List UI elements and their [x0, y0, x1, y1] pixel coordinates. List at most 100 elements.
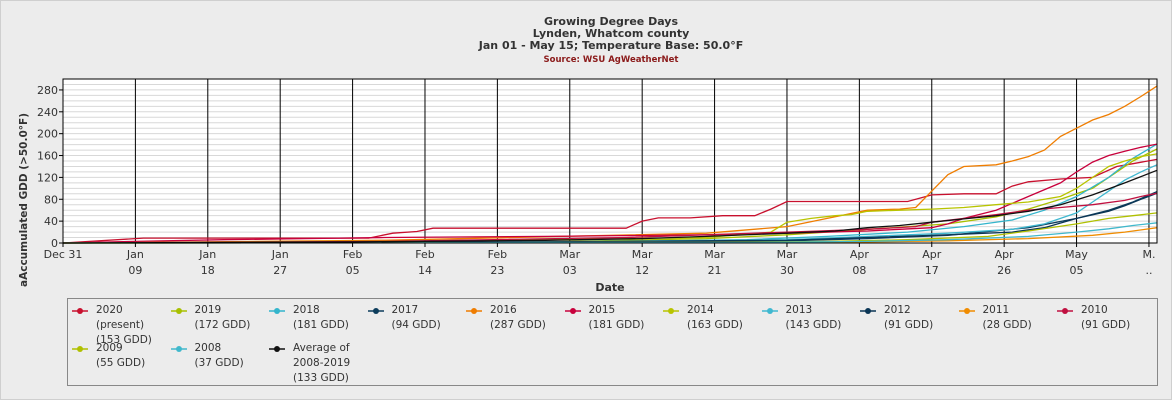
x-tick-label-line2: 26 — [997, 264, 1011, 277]
x-tick-label-line2: 12 — [635, 264, 649, 277]
legend-marker — [367, 308, 384, 314]
line-chart: 0 40 80 120 160 200 240 280 Dec 31 Jan 09 Jan 18 Jan 2… — [18, 78, 1158, 294]
x-tick-label-line2: 03 — [563, 264, 577, 277]
legend-label: 2013 (143 GDD) — [786, 303, 842, 333]
series-line-2019 — [62, 148, 1158, 244]
x-tick-label: Feb — [488, 248, 507, 261]
chart-legend: 2020 (present) (153 GDD) 2019 (172 GDD) 2018 (… — [67, 298, 1158, 386]
y-tick-label: 0 — [51, 237, 58, 250]
x-tick-label-line2: 05 — [346, 264, 360, 277]
legend-label-line: 2012 — [884, 304, 911, 316]
legend-label: 2019 (172 GDD) — [195, 303, 251, 333]
y-tick-label: 160 — [37, 150, 58, 163]
y-tick-label: 120 — [37, 171, 58, 184]
legend-label: 2015 (181 GDD) — [589, 303, 645, 333]
y-tick-label: 40 — [44, 215, 58, 228]
legend-label: 2020 (present) (153 GDD) — [96, 303, 152, 348]
legend-marker — [761, 308, 778, 314]
legend-label: Average of 2008-2019 (133 GDD) — [293, 341, 350, 386]
y-tick-label: 280 — [37, 84, 58, 97]
series-line-2014 — [62, 153, 1158, 244]
x-axis-title: Date — [595, 281, 624, 294]
chart-source: Source: WSU AgWeatherNet — [543, 55, 679, 65]
legend-label-line: (143 GDD) — [785, 319, 842, 331]
legend-marker — [170, 346, 187, 352]
legend-marker — [269, 308, 285, 314]
legend-label-line: (163 GDD) — [687, 319, 743, 331]
x-tick-label-line2: 09 — [128, 264, 142, 277]
legend-label: 2011 (28 GDD) — [983, 303, 1032, 333]
x-tick-label: Jan — [126, 248, 144, 261]
legend-label-line: (181 GDD) — [293, 319, 349, 331]
x-tick-label-line2: .. — [1145, 264, 1152, 277]
x-tick-label: Apr — [922, 248, 942, 261]
x-tick-label-line2: 05 — [1070, 264, 1084, 277]
y-axis-title: aAccumulated GDD (>50.0°F) — [18, 113, 30, 287]
x-tick-label: Jan — [271, 248, 289, 261]
x-tick-label: Apr — [995, 248, 1015, 261]
legend-marker — [72, 308, 88, 314]
x-tick-label: Mar — [777, 248, 798, 261]
x-tick-label-line2: 23 — [490, 264, 504, 277]
legend-label: 2009 (55 GDD) — [96, 341, 145, 371]
legend-label: 2012 (91 GDD) — [884, 303, 933, 333]
series-line-average-of-2008-2019 — [62, 169, 1158, 244]
series-line-2020 — [62, 158, 1158, 244]
legend-label: 2014 (163 GDD) — [687, 303, 743, 333]
x-tick-label-line2: 08 — [852, 264, 866, 277]
x-tick-label-line2: 27 — [273, 264, 287, 277]
x-tick-label-line2: 18 — [201, 264, 215, 277]
legend-label-line: (133 GDD) — [293, 372, 349, 384]
legend-label-line: (94 GDD) — [391, 319, 441, 331]
legend-label-line: 2013 — [785, 304, 813, 316]
x-tick-label-line2: 17 — [925, 264, 939, 277]
x-tick-label-line2: 21 — [708, 264, 722, 277]
series-line-2015 — [62, 143, 1158, 244]
x-tick-label: Apr — [850, 248, 870, 261]
legend-label-line: 2008 — [194, 342, 222, 354]
legend-marker — [958, 308, 975, 314]
y-tick-label: 200 — [37, 128, 58, 141]
legend-label-line: (present) — [96, 319, 145, 331]
legend-label-line: (287 GDD) — [490, 319, 546, 331]
legend-label-line: 2015 — [588, 304, 616, 316]
x-tick-label: Dec 31 — [44, 248, 83, 261]
legend-marker — [269, 346, 285, 352]
legend-label-line: 2008-2019 — [293, 357, 351, 369]
legend-label: 2016 (287 GDD) — [490, 303, 546, 333]
x-tick-label: Jan — [198, 248, 216, 261]
legend-label-line: 2014 — [687, 304, 714, 316]
chart-subtitle-range: Jan 01 - May 15; Temperature Base: 50.0°… — [478, 39, 744, 52]
x-tick-label: May — [1065, 248, 1088, 261]
legend-label: 2010 (91 GDD) — [1081, 303, 1130, 333]
series-line-2008 — [62, 222, 1158, 244]
legend-label-line: (91 GDD) — [884, 319, 934, 331]
legend-label-line: 2010 — [1081, 304, 1108, 316]
x-tick-label: M. — [1142, 248, 1155, 261]
legend-label-line: (91 GDD) — [1081, 319, 1131, 331]
legend-marker — [860, 308, 876, 314]
legend-label-line: 2016 — [490, 304, 517, 316]
legend-marker — [170, 308, 187, 314]
legend-label: 2017 (94 GDD) — [392, 303, 441, 333]
legend-label-line: 2009 — [96, 342, 123, 354]
legend-label-line: (37 GDD) — [194, 357, 244, 369]
series-line-2017 — [62, 191, 1158, 244]
legend-label-line: (181 GDD) — [588, 319, 645, 331]
y-tick-label: 240 — [37, 106, 58, 119]
legend-label-line: 2019 — [194, 304, 222, 316]
legend-label: 2008 (37 GDD) — [195, 341, 244, 371]
legend-label-line: Average of — [293, 342, 350, 354]
chart-subtitle: Lynden, Whatcom county — [532, 27, 690, 40]
legend-label-line: 2020 — [96, 304, 123, 316]
legend-label-line: (153 GDD) — [96, 334, 152, 346]
x-tick-label: Feb — [415, 248, 434, 261]
x-tick-label: Mar — [704, 248, 725, 261]
legend-marker — [663, 308, 679, 314]
legend-marker — [466, 308, 482, 314]
legend-label-line: (28 GDD) — [982, 319, 1032, 331]
x-tick-label: Mar — [559, 248, 580, 261]
legend-label-line: (172 GDD) — [194, 319, 251, 331]
x-tick-label: Feb — [343, 248, 362, 261]
chart-title: Growing Degree Days — [543, 15, 679, 28]
